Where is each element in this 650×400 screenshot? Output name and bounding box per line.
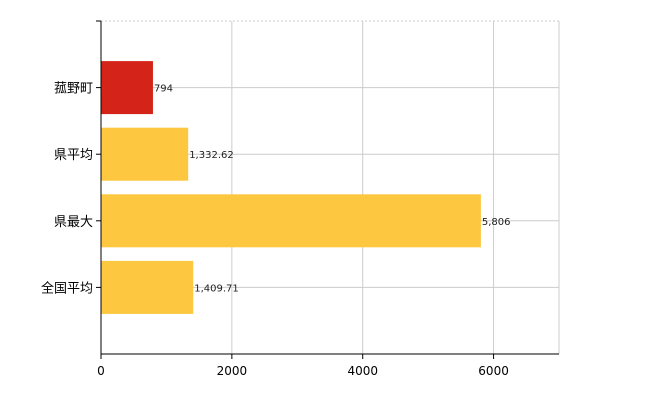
bar xyxy=(101,61,153,115)
x-tick-label: 0 xyxy=(97,364,105,378)
x-tick-label: 6000 xyxy=(478,364,509,378)
category-label: 菰野町 xyxy=(54,82,93,97)
category-label: 県平均 xyxy=(54,148,93,163)
bar xyxy=(101,194,481,248)
category-label: 県最大 xyxy=(54,215,93,230)
labels: 794 菰野町 1,332.62 県平均 5,806 県最大 1,409.71 全国平均 0 20… xyxy=(41,82,511,378)
x-tick-label: 4000 xyxy=(347,364,378,378)
data-label: 1,332.62 xyxy=(189,150,234,161)
data-label: 794 xyxy=(154,84,173,95)
bar xyxy=(101,260,194,314)
bar xyxy=(101,127,189,181)
axes xyxy=(96,20,559,359)
data-label: 1,409.71 xyxy=(194,283,239,294)
bars xyxy=(101,61,481,314)
x-tick-label: 2000 xyxy=(217,364,248,378)
category-label: 全国平均 xyxy=(41,280,93,296)
data-label: 5,806 xyxy=(482,217,511,228)
